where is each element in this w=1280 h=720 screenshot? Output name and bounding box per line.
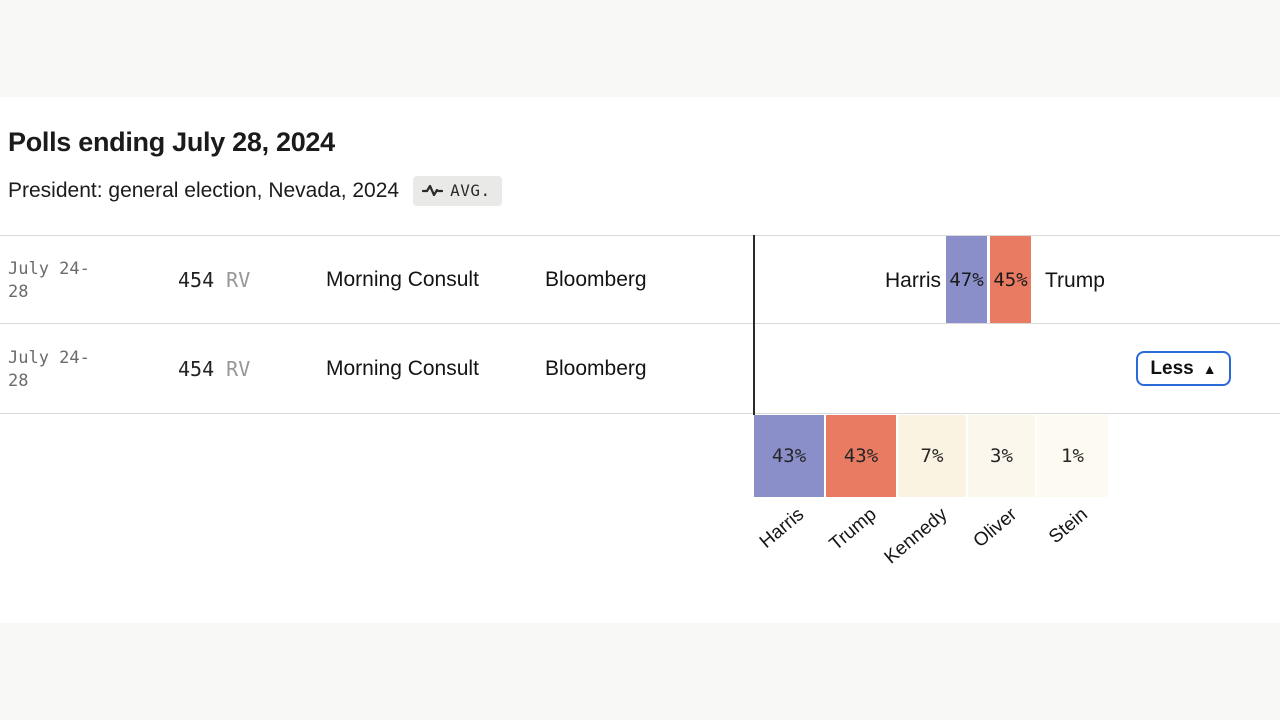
sample-size: 454 [178,268,215,292]
sample-type: RV [226,357,251,381]
pulse-waveform-icon [422,184,444,197]
bar-kennedy: 7% [898,415,966,497]
dem-result-bar: 47% [946,236,987,323]
pollster-name: Morning Consult [326,268,479,291]
candidate-label-trump: Trump [825,504,881,555]
sponsor-name: Bloomberg [545,357,647,380]
less-button-label: Less [1150,357,1194,379]
top-gray-band [0,0,1280,97]
bar-value-label: 43% [771,445,807,467]
candidate-label-stein: Stein [1044,504,1092,548]
bottom-gray-band [0,623,1280,720]
candidate-label-kennedy: Kennedy [880,504,952,569]
bar-value-label: 43% [843,445,879,467]
poll-dates: July 24-28 [8,348,90,391]
less-collapse-button[interactable]: Less ▲ [1136,351,1231,386]
subtitle-row: President: general election, Nevada, 202… [8,176,502,206]
sample-type: RV [226,268,251,292]
row-divider [0,413,1280,414]
bar-trump: 43% [826,415,896,497]
rep-result-bar: 45% [990,236,1031,323]
sample-size-cell: 454 RV [178,268,250,292]
result-rep-name: Trump [1045,269,1105,292]
sample-size-cell: 454 RV [178,357,250,381]
race-subtitle: President: general election, Nevada, 202… [8,179,400,202]
collapse-arrow-icon: ▲ [1202,360,1217,377]
candidate-label-oliver: Oliver [969,504,1022,552]
bar-value-label: 1% [1061,445,1084,467]
bar-harris: 43% [754,415,824,497]
dem-pct: 47% [949,268,984,291]
pollster-name: Morning Consult [326,357,479,380]
rep-pct: 45% [993,268,1028,291]
bar-oliver: 3% [968,415,1035,497]
bar-stein: 1% [1037,415,1108,497]
page-title: Polls ending July 28, 2024 [8,127,335,157]
bar-value-label: 3% [990,445,1013,467]
result-dem-name: Harris [885,269,941,292]
avg-toggle-badge[interactable]: AVG. [413,176,502,206]
row-divider [0,323,1280,324]
bar-value-label: 7% [920,445,944,467]
row-divider [0,235,1280,236]
candidate-label-harris: Harris [756,504,809,553]
sample-size: 454 [178,357,215,381]
chart-axis-line [753,235,755,415]
sponsor-name: Bloomberg [545,268,647,291]
avg-badge-label: AVG. [450,181,491,200]
poll-dates: July 24-28 [8,259,90,302]
